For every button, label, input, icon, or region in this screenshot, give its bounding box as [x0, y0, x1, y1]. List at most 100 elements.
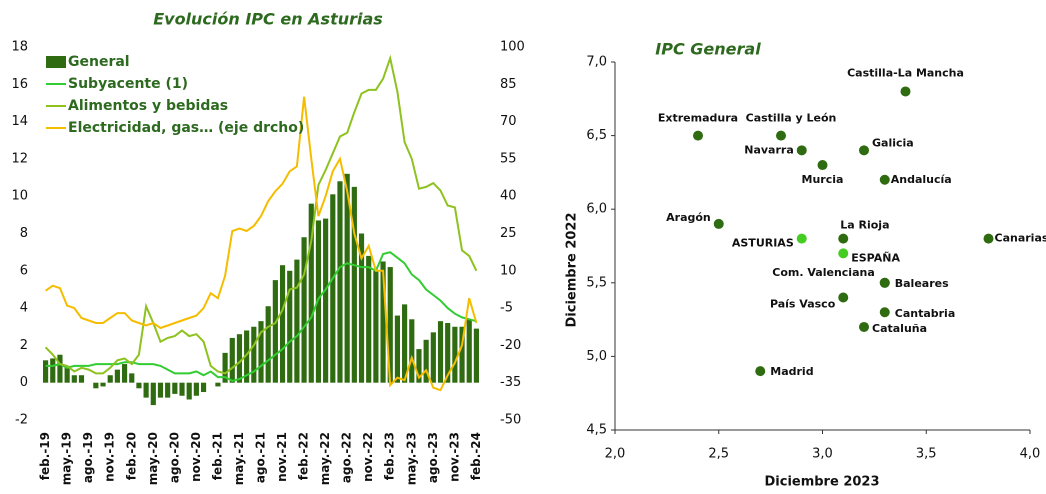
bar [473, 328, 479, 383]
bar [380, 261, 386, 383]
y-tick-label: 7,0 [586, 55, 607, 70]
bar [64, 365, 70, 383]
bar [265, 306, 271, 383]
y2-tick-label: -35 [500, 375, 521, 390]
point-label: País Vasco [770, 298, 836, 311]
x-tick-label: may.-20 [146, 432, 160, 485]
y-tick-label: 6 [20, 263, 28, 278]
bar [294, 259, 300, 383]
point [879, 277, 890, 288]
point [838, 233, 849, 244]
point-label: La Rioja [840, 219, 889, 232]
bar [50, 358, 56, 383]
point [900, 86, 911, 97]
bar [337, 181, 343, 383]
bar [466, 319, 472, 383]
bar [165, 382, 171, 398]
right-title: IPC General [655, 40, 761, 59]
y-tick-label: 5,0 [586, 349, 607, 364]
x-tick-label: may.-19 [60, 432, 74, 485]
point-label: Navarra [744, 143, 794, 156]
y-tick-label: 5,5 [586, 275, 607, 290]
point [713, 218, 724, 229]
bar [57, 354, 63, 383]
bar [93, 382, 99, 389]
y-tick-label: -2 [15, 413, 28, 428]
point-label: Com. Valenciana [772, 266, 874, 279]
x-tick-label: feb.-22 [297, 432, 311, 480]
bar [330, 194, 336, 383]
y-axis-title: Diciembre 2022 [565, 212, 580, 327]
bar [143, 382, 149, 398]
x-tick-label: 2,0 [605, 447, 626, 462]
bar [459, 326, 465, 383]
x-tick-label: may.-23 [404, 432, 418, 485]
bar [136, 382, 142, 389]
bar [244, 330, 250, 383]
point [817, 160, 828, 171]
bar [71, 375, 77, 383]
bar [279, 265, 286, 383]
legend-label: Subyacente (1) [68, 76, 188, 92]
bar [186, 382, 192, 400]
point-label: Extremadura [658, 112, 738, 125]
y2-tick-label: -50 [500, 413, 521, 428]
bar [258, 321, 264, 383]
bar [437, 321, 444, 383]
bar [423, 339, 429, 383]
x-tick-label: nov.-20 [189, 432, 203, 482]
bar [351, 186, 357, 383]
x-tick-label: ago.-21 [254, 432, 268, 483]
point-label: Castilla y León [746, 112, 837, 125]
y2-tick-label: -5 [500, 301, 513, 316]
bar [179, 382, 185, 396]
x-tick-label: 4,0 [1020, 447, 1041, 462]
x-tick-label: nov.-23 [447, 432, 461, 482]
bar [402, 304, 408, 383]
y-tick-label: 16 [11, 77, 28, 92]
bar [193, 382, 199, 396]
y2-tick-label: 25 [500, 226, 517, 241]
point [796, 233, 807, 244]
point-label: Madrid [770, 365, 813, 378]
bar [358, 233, 365, 383]
x-tick-label: feb.-23 [383, 432, 397, 480]
x-axis-title: Diciembre 2023 [764, 475, 879, 490]
point-label: Canarias [995, 232, 1046, 245]
y2-tick-label: 55 [500, 151, 517, 166]
x-tick-label: feb.-21 [210, 432, 224, 480]
point [838, 248, 849, 259]
point-label: Galicia [872, 136, 914, 149]
bar [114, 369, 120, 383]
y-tick-label: 12 [11, 151, 28, 166]
y-tick-label: 6,5 [586, 128, 607, 143]
bar [129, 373, 135, 383]
bar [445, 323, 451, 383]
bar [387, 267, 393, 383]
legend-label: Electricidad, gas… (eje drcho) [68, 120, 304, 136]
x-tick-label: 3,5 [916, 447, 937, 462]
point [838, 292, 849, 303]
legend-label: General [68, 54, 130, 70]
y-tick-label: 10 [11, 189, 28, 204]
x-tick-label: may.-22 [318, 432, 332, 485]
y-tick-label: 6,0 [586, 202, 607, 217]
y2-tick-label: 85 [500, 77, 517, 92]
bar [344, 173, 350, 383]
legend-label: Alimentos y bebidas [68, 98, 228, 114]
point [879, 307, 890, 318]
bar [323, 218, 329, 383]
y-tick-label: 18 [11, 40, 28, 55]
bar [301, 237, 307, 383]
y2-tick-label: 10 [500, 263, 517, 278]
point [755, 366, 766, 377]
bar [416, 349, 422, 383]
point-label: Castilla-La Mancha [847, 66, 964, 79]
legend-swatch [46, 56, 66, 68]
bar [308, 203, 314, 383]
bar [287, 270, 293, 383]
bar [157, 382, 164, 398]
bar [236, 334, 243, 383]
bar [100, 382, 106, 387]
